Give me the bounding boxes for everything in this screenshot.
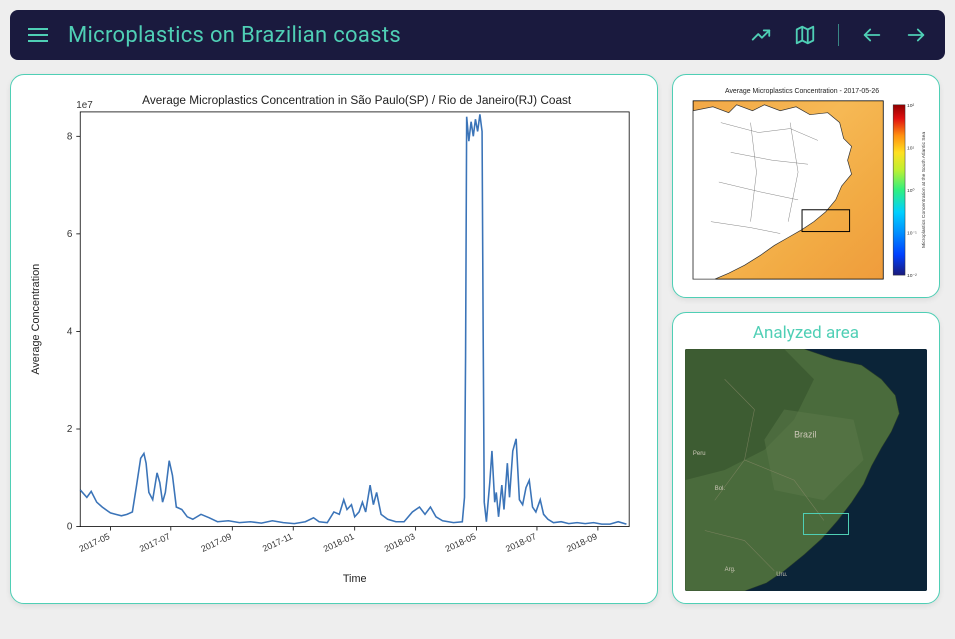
svg-text:10¹: 10¹ [907, 145, 914, 151]
label-argentina: Arg. [725, 567, 736, 573]
satellite-map: Brazil Bol. Peru Arg. Uru. [685, 349, 927, 591]
svg-text:2017-05: 2017-05 [78, 531, 112, 554]
svg-text:2017-07: 2017-07 [138, 531, 172, 554]
heatmap-svg: Average Microplastics Concentration - 20… [681, 83, 931, 289]
svg-text:2018-03: 2018-03 [383, 531, 417, 554]
content-area: 1e7 Average Microplastics Concentration … [0, 60, 955, 614]
side-column: Average Microplastics Concentration - 20… [672, 74, 940, 604]
svg-text:10⁻²: 10⁻² [907, 273, 917, 279]
svg-text:2018-09: 2018-09 [565, 531, 599, 554]
toolbar-divider [838, 24, 839, 46]
svg-text:4: 4 [67, 326, 73, 337]
label-brazil: Brazil [794, 430, 816, 440]
label-uruguay: Uru. [776, 572, 788, 578]
analyzed-area-title: Analyzed area [685, 323, 927, 343]
svg-text:2018-05: 2018-05 [444, 531, 478, 554]
arrow-forward-icon[interactable] [905, 24, 927, 46]
menu-icon[interactable] [28, 28, 48, 42]
y-axis-label: Average Concentration [30, 264, 42, 375]
x-axis-label: Time [343, 573, 367, 585]
analyzed-area-card: Analyzed area Brazil Bol. [672, 312, 940, 604]
svg-text:6: 6 [67, 229, 73, 240]
svg-text:2: 2 [67, 424, 72, 435]
svg-text:10⁻¹: 10⁻¹ [907, 231, 917, 237]
y-multiplier: 1e7 [76, 100, 92, 111]
concentration-line-chart: 1e7 Average Microplastics Concentration … [21, 85, 643, 591]
svg-text:10⁰: 10⁰ [907, 188, 914, 194]
main-chart-card: 1e7 Average Microplastics Concentration … [10, 74, 658, 604]
label-bolivia: Bol. [715, 486, 726, 492]
svg-text:2017-11: 2017-11 [261, 531, 294, 554]
arrow-back-icon[interactable] [861, 24, 883, 46]
map-icon[interactable] [794, 24, 816, 46]
svg-text:2018-01: 2018-01 [322, 531, 356, 554]
analysis-box [803, 513, 849, 535]
svg-text:8: 8 [67, 131, 73, 142]
heatmap-card: Average Microplastics Concentration - 20… [672, 74, 940, 298]
svg-text:10²: 10² [907, 103, 914, 109]
heatmap-title: Average Microplastics Concentration - 20… [725, 88, 879, 95]
svg-text:2017-09: 2017-09 [199, 531, 233, 554]
trend-icon[interactable] [750, 24, 772, 46]
svg-text:0: 0 [67, 522, 73, 533]
topbar-actions [750, 24, 927, 46]
label-peru: Peru [693, 451, 706, 457]
svg-text:2018-07: 2018-07 [504, 531, 538, 554]
colorbar-label: Microplastics Concentration at the South… [921, 132, 927, 248]
page-title: Microplastics on Brazilian coasts [68, 23, 401, 48]
chart-title: Average Microplastics Concentration in S… [142, 93, 572, 107]
topbar: Microplastics on Brazilian coasts [10, 10, 945, 60]
